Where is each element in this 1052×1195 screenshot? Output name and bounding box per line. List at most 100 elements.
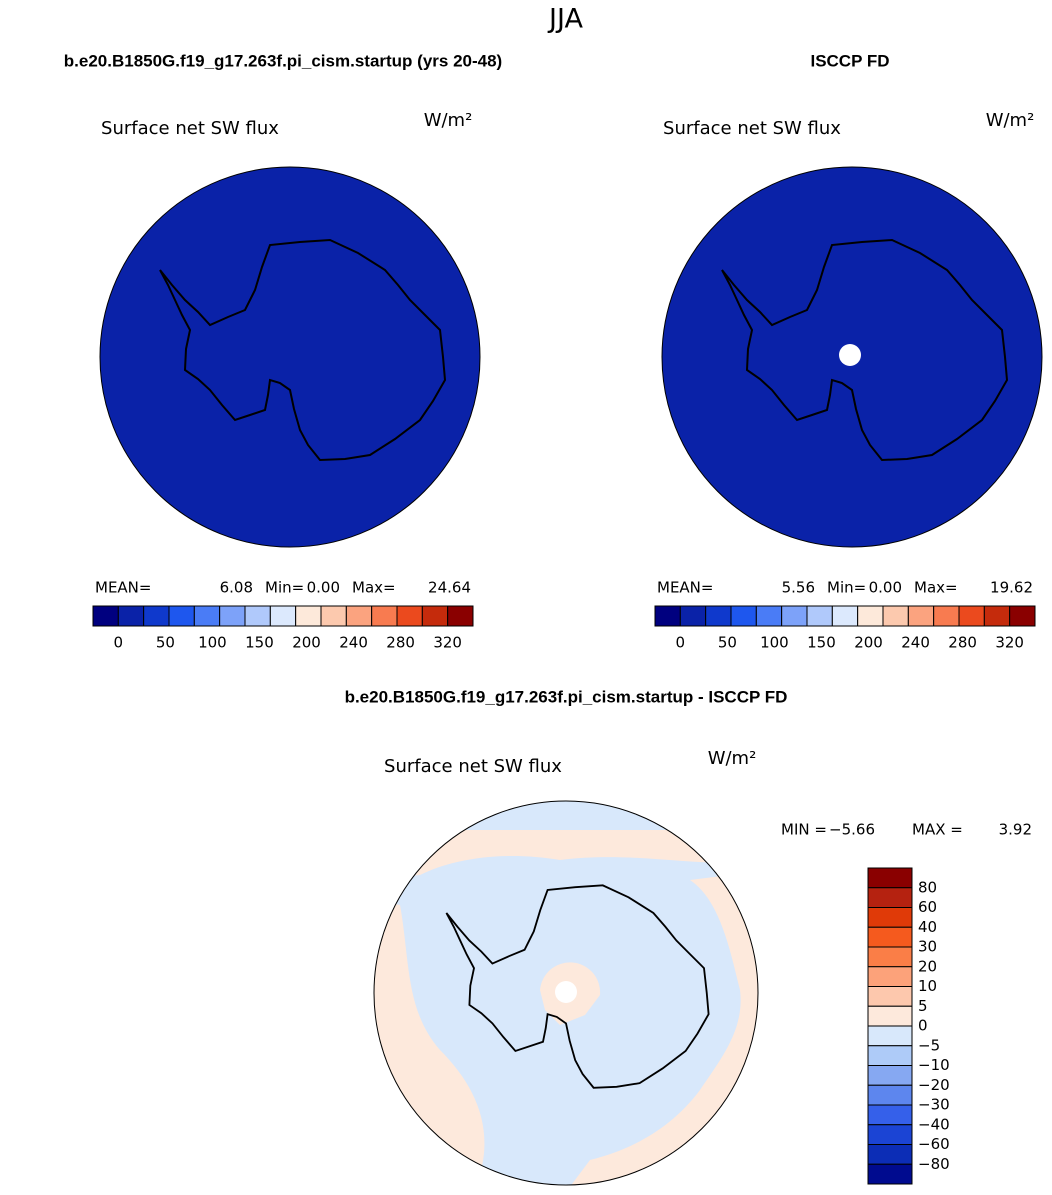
stat-value: 5.56 xyxy=(782,579,815,597)
colorbar-box xyxy=(958,605,985,627)
panel-heading: b.e20.B1850G.f19_g17.263f.pi_cism.startu… xyxy=(64,51,502,70)
colorbar-label: −20 xyxy=(918,1076,950,1094)
colorbar-label: −40 xyxy=(918,1115,950,1133)
colorbar-label: −60 xyxy=(918,1135,950,1153)
colorbar-label: 150 xyxy=(245,634,274,652)
figure-title: JJA xyxy=(547,4,583,35)
colorbar-box xyxy=(867,1104,913,1126)
stat-value: 0.00 xyxy=(869,579,902,597)
colorbar-box xyxy=(867,1163,913,1185)
stat-value: 6.08 xyxy=(220,579,253,597)
colorbar-box xyxy=(867,907,913,928)
stat-label: MEAN= xyxy=(657,579,713,597)
colorbar-box xyxy=(730,605,757,627)
colorbar-box xyxy=(867,1124,913,1145)
colorbar-box xyxy=(867,1065,913,1086)
colorbar-box xyxy=(193,605,221,627)
colorbar-label: 40 xyxy=(918,918,937,936)
colorbar-label: 50 xyxy=(718,634,737,652)
colorbar-label: 80 xyxy=(918,878,937,896)
colorbar-label: 150 xyxy=(807,634,836,652)
colorbar-label: 0 xyxy=(918,1017,928,1035)
colorbar-box xyxy=(882,605,909,627)
stat-label: MIN = xyxy=(781,821,827,839)
colorbar-box xyxy=(654,605,681,627)
colorbar-label: 280 xyxy=(386,634,415,652)
colorbar-box xyxy=(345,605,373,627)
colorbar-box xyxy=(244,605,271,627)
colorbar-label: 200 xyxy=(854,634,883,652)
colorbar-label: 0 xyxy=(114,634,124,652)
colorbar-box xyxy=(295,605,322,627)
units: W/m² xyxy=(986,110,1035,131)
colorbar-label: 240 xyxy=(339,634,368,652)
colorbar-box xyxy=(320,605,347,627)
colorbar-label: 10 xyxy=(918,977,937,995)
colorbar-box xyxy=(867,1144,913,1165)
panel-heading: b.e20.B1850G.f19_g17.263f.pi_cism.startu… xyxy=(345,687,788,706)
map-title: Surface net SW flux xyxy=(663,118,841,139)
stat-value: 19.62 xyxy=(990,579,1033,597)
colorbar-label: 0 xyxy=(676,634,686,652)
colorbar-box xyxy=(447,605,474,627)
colorbar-box xyxy=(867,926,913,948)
colorbar-box xyxy=(705,605,732,627)
map xyxy=(661,166,1043,548)
colorbar-label: 50 xyxy=(156,634,175,652)
colorbar-box xyxy=(867,966,913,987)
panel-heading: ISCCP FD xyxy=(810,51,889,70)
colorbar-label: −5 xyxy=(918,1036,940,1054)
colorbar-box xyxy=(679,605,707,627)
stat-value: 24.64 xyxy=(428,579,471,597)
colorbar-label: 100 xyxy=(760,634,789,652)
colorbar-box xyxy=(781,605,808,627)
colorbar-box xyxy=(867,1025,913,1047)
colorbar-box xyxy=(396,605,423,627)
colorbar-label: 5 xyxy=(918,997,928,1015)
colorbar-label: 60 xyxy=(918,898,937,916)
colorbar-box xyxy=(867,1045,913,1066)
colorbar-label: 320 xyxy=(433,634,462,652)
stat-value: −5.66 xyxy=(829,821,875,839)
colorbar-label: −10 xyxy=(918,1056,950,1074)
map xyxy=(99,166,481,548)
stat-label: MAX = xyxy=(912,821,963,839)
colorbar-box xyxy=(867,1084,913,1106)
map xyxy=(373,800,759,1186)
colorbar-box xyxy=(92,605,119,627)
colorbar-label: 280 xyxy=(948,634,977,652)
colorbar-box xyxy=(867,986,913,1007)
colorbar-box xyxy=(117,605,145,627)
colorbar-label: −80 xyxy=(918,1155,950,1173)
colorbar-box xyxy=(983,605,1011,627)
colorbar-label: 320 xyxy=(995,634,1024,652)
colorbar-label: 100 xyxy=(198,634,227,652)
stat-label: Min= xyxy=(827,579,866,597)
colorbar-label: 30 xyxy=(918,938,937,956)
colorbar-box xyxy=(867,1005,913,1027)
colorbar-box xyxy=(867,887,913,908)
colorbar-box xyxy=(371,605,398,627)
colorbar-box xyxy=(907,605,935,627)
colorbar-box xyxy=(867,867,913,889)
map-title: Surface net SW flux xyxy=(384,756,562,777)
stat-label: MEAN= xyxy=(95,579,151,597)
units: W/m² xyxy=(708,748,757,769)
colorbar-box xyxy=(857,605,884,627)
stat-value: 3.92 xyxy=(999,821,1032,839)
colorbar-box xyxy=(421,605,449,627)
colorbar-box xyxy=(168,605,195,627)
colorbar-box xyxy=(806,605,833,627)
colorbar-label: 20 xyxy=(918,957,937,975)
colorbar-box xyxy=(755,605,783,627)
stat-value: 0.00 xyxy=(307,579,340,597)
stat-label: Max= xyxy=(914,579,958,597)
units: W/m² xyxy=(424,110,473,131)
colorbar-box xyxy=(867,946,913,968)
stat-label: Min= xyxy=(265,579,304,597)
colorbar-label: −30 xyxy=(918,1096,950,1114)
map-title: Surface net SW flux xyxy=(101,118,279,139)
colorbar-label: 240 xyxy=(901,634,930,652)
colorbar-label: 200 xyxy=(292,634,321,652)
